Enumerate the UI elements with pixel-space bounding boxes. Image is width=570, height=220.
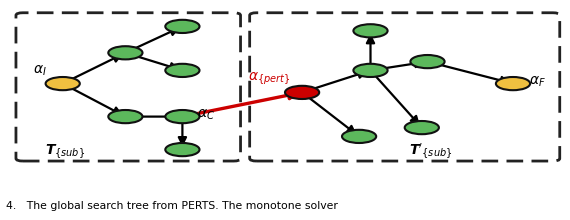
Circle shape — [108, 46, 142, 59]
Circle shape — [285, 86, 319, 99]
Text: $\alpha_C$: $\alpha_C$ — [197, 107, 215, 122]
Circle shape — [410, 55, 445, 68]
Text: $\alpha_F$: $\alpha_F$ — [528, 74, 545, 89]
Circle shape — [342, 130, 376, 143]
Circle shape — [165, 64, 199, 77]
Circle shape — [405, 121, 439, 134]
Circle shape — [165, 110, 199, 123]
Circle shape — [165, 143, 199, 156]
Circle shape — [496, 77, 530, 90]
Circle shape — [353, 24, 388, 37]
Circle shape — [165, 20, 199, 33]
Text: $\boldsymbol{T}_{\{sub\}}$: $\boldsymbol{T}_{\{sub\}}$ — [46, 143, 86, 161]
Text: $\alpha_{\{pert\}}$: $\alpha_{\{pert\}}$ — [248, 71, 290, 87]
Text: 4.   The global search tree from PERTS. The monotone solver: 4. The global search tree from PERTS. Th… — [6, 201, 337, 211]
Circle shape — [353, 64, 388, 77]
Text: $\boldsymbol{T}'_{\{sub\}}$: $\boldsymbol{T}'_{\{sub\}}$ — [409, 142, 452, 161]
Circle shape — [108, 110, 142, 123]
Circle shape — [46, 77, 80, 90]
Text: $\alpha_I$: $\alpha_I$ — [33, 63, 47, 78]
